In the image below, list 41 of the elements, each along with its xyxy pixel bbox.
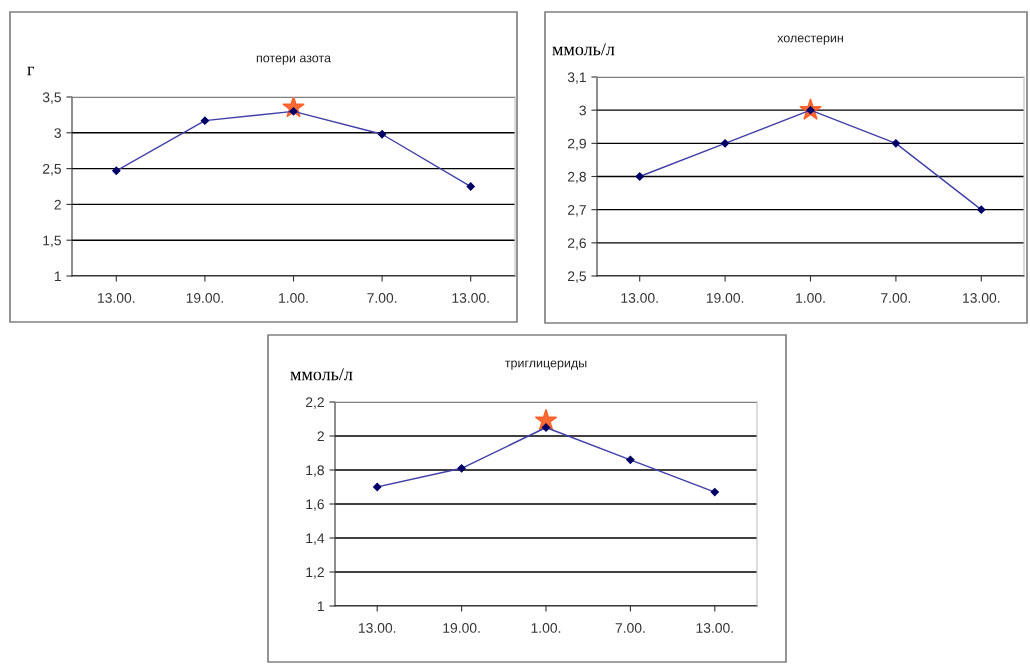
x-tick-label: 1.00. (796, 293, 825, 303)
y-tick-label: 2,5 (42, 163, 61, 176)
y-tick-label: 2,5 (567, 271, 586, 283)
x-tick-label: 13.00. (98, 293, 135, 303)
y-tick-label: 2,2 (305, 397, 324, 409)
y-tick-label: 1,6 (306, 499, 324, 511)
y-axis-title: ммоль/л (290, 368, 353, 381)
x-tick-label: 19.00. (186, 293, 223, 303)
x-tick-label: 13.00. (621, 293, 658, 303)
y-axis-title: г (27, 66, 34, 76)
y-axis-title: ммоль/л (552, 43, 615, 56)
y-tick-label: 1,4 (306, 533, 325, 545)
y-tick-label: 3,1 (567, 72, 586, 84)
chart-title: холестерин (777, 35, 843, 45)
x-tick-label: 13.00. (452, 293, 489, 303)
y-tick-label: 3,5 (42, 92, 61, 104)
x-tick-label: 7.00. (615, 623, 645, 633)
y-tick-label: 1,2 (306, 567, 324, 579)
y-tick-label: 3 (579, 105, 586, 116)
y-tick-label: 2 (54, 199, 61, 210)
x-tick-label: 13.00. (696, 623, 733, 633)
x-tick-label: 19.00. (706, 293, 744, 303)
x-tick-label: 7.00. (881, 293, 911, 303)
y-tick-label: 1 (54, 271, 61, 282)
y-tick-label: 2,7 (567, 205, 586, 217)
y-tick-label: 1,8 (306, 465, 324, 477)
y-tick-label: 2,8 (567, 171, 586, 184)
x-tick-label: 7.00. (367, 293, 397, 303)
y-tick-label: 2 (317, 431, 324, 442)
y-tick-label: 2,6 (567, 238, 586, 250)
x-tick-label: 1.00. (279, 293, 308, 303)
x-tick-label: 13.00. (963, 293, 1000, 303)
x-tick-label: 1.00. (531, 623, 561, 633)
y-tick-label: 1,5 (43, 235, 61, 248)
y-tick-label: 1 (317, 601, 324, 612)
y-tick-label: 2,9 (567, 138, 586, 151)
x-tick-label: 13.00. (358, 623, 396, 633)
chart-title: триглицериды (505, 360, 587, 370)
chart-title: потери азота (256, 55, 331, 65)
y-tick-label: 3 (54, 128, 61, 138)
x-tick-label: 19.00. (443, 623, 480, 633)
